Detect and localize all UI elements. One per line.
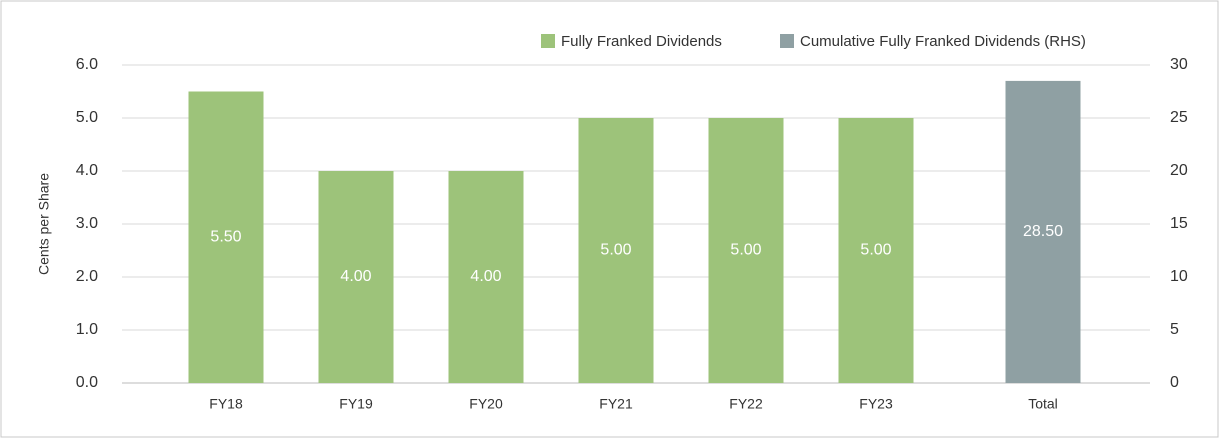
- legend-swatch: [780, 34, 794, 48]
- y2-tick-label: 5: [1170, 321, 1179, 338]
- data-label: 4.00: [340, 268, 371, 285]
- x-tick-label: Total: [1028, 396, 1058, 412]
- bar: [578, 118, 654, 383]
- y2-tick-label: 25: [1170, 109, 1188, 126]
- y2-tick-label: 0: [1170, 374, 1179, 391]
- x-tick-label: FY21: [599, 396, 633, 412]
- y-tick-label: 6.0: [76, 56, 98, 73]
- bar: [188, 91, 264, 383]
- x-tick-label: FY22: [729, 396, 763, 412]
- bar: [838, 118, 914, 383]
- x-tick-label: FY19: [339, 396, 373, 412]
- y-tick-label: 1.0: [76, 321, 98, 338]
- legend-label: Fully Franked Dividends: [561, 33, 722, 50]
- x-tick-label: FY23: [859, 396, 893, 412]
- bar: [1005, 80, 1081, 384]
- y-tick-label: 5.0: [76, 109, 98, 126]
- data-label: 5.50: [210, 228, 241, 245]
- legend-swatch: [541, 34, 555, 48]
- bar: [318, 171, 394, 383]
- bar: [708, 118, 784, 383]
- bar: [448, 171, 524, 383]
- data-label: 28.50: [1023, 223, 1063, 240]
- legend-label: Cumulative Fully Franked Dividends (RHS): [800, 33, 1086, 50]
- y-tick-label: 0.0: [76, 374, 98, 391]
- y-tick-label: 4.0: [76, 162, 98, 179]
- x-tick-label: FY18: [209, 396, 243, 412]
- data-label: 4.00: [470, 268, 501, 285]
- y2-tick-label: 30: [1170, 56, 1188, 73]
- y2-tick-label: 20: [1170, 162, 1188, 179]
- y-tick-label: 2.0: [76, 268, 98, 285]
- data-label: 5.00: [600, 242, 631, 259]
- data-label: 5.00: [860, 242, 891, 259]
- x-tick-label: FY20: [469, 396, 503, 412]
- y-tick-label: 3.0: [76, 215, 98, 232]
- y-axis-label: Cents per Share: [36, 173, 52, 275]
- y2-tick-label: 10: [1170, 268, 1188, 285]
- data-label: 5.00: [730, 242, 761, 259]
- y2-tick-label: 15: [1170, 215, 1188, 232]
